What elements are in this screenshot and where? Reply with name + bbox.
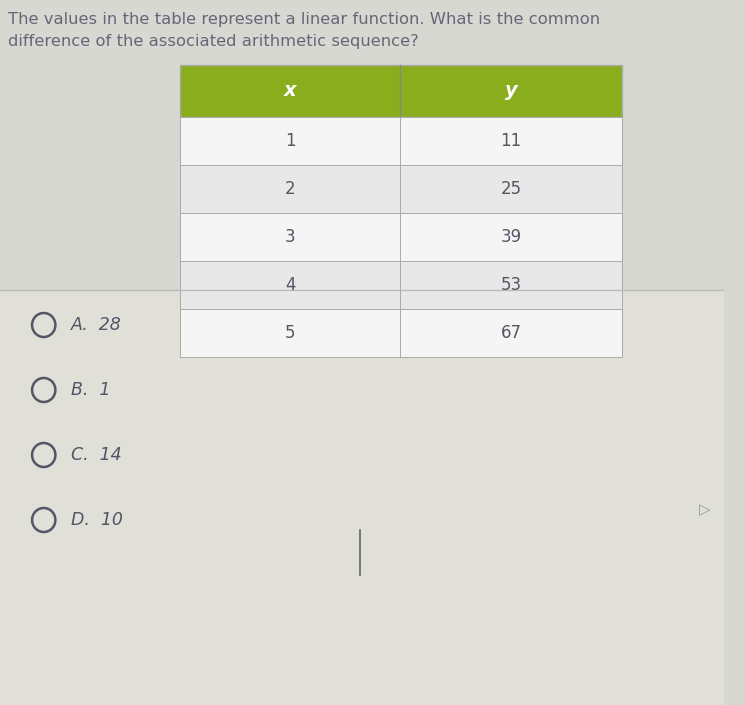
Text: 1: 1 — [285, 132, 296, 150]
Bar — [180, 117, 622, 165]
Bar — [180, 213, 622, 261]
Text: y: y — [505, 82, 518, 101]
Bar — [0, 290, 724, 705]
Text: 5: 5 — [285, 324, 295, 342]
Text: 39: 39 — [501, 228, 522, 246]
Text: 4: 4 — [285, 276, 295, 294]
Text: A.  28: A. 28 — [71, 316, 121, 334]
Text: 2: 2 — [285, 180, 296, 198]
Text: 53: 53 — [501, 276, 522, 294]
Text: B.  1: B. 1 — [71, 381, 110, 399]
Text: 25: 25 — [501, 180, 522, 198]
Text: difference of the associated arithmetic sequence?: difference of the associated arithmetic … — [7, 34, 419, 49]
Text: 11: 11 — [501, 132, 522, 150]
Text: x: x — [284, 82, 297, 101]
Bar — [0, 0, 724, 290]
Bar — [180, 65, 622, 117]
Text: 67: 67 — [501, 324, 522, 342]
Text: The values in the table represent a linear function. What is the common: The values in the table represent a line… — [7, 12, 600, 27]
Text: 3: 3 — [285, 228, 296, 246]
Bar — [180, 165, 622, 213]
Text: C.  14: C. 14 — [71, 446, 121, 464]
Bar — [180, 261, 622, 309]
Bar — [180, 309, 622, 357]
Text: ▷: ▷ — [699, 503, 711, 517]
Text: D.  10: D. 10 — [71, 511, 123, 529]
